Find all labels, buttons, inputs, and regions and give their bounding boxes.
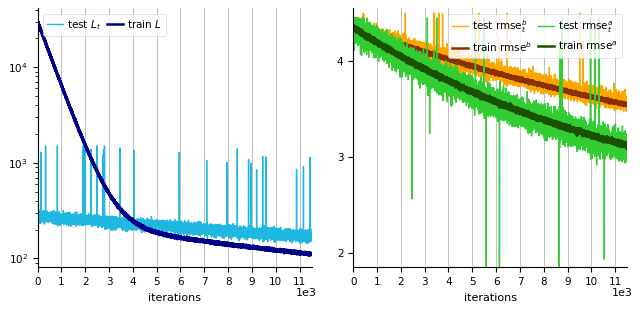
train $L$: [304, 254, 312, 258]
test rmse$^b_t$: [472, 70, 480, 74]
Line: train rmse$^b$: train rmse$^b$: [353, 26, 627, 106]
train $L$: [108, 196, 116, 200]
Line: test $L_t$: test $L_t$: [38, 146, 312, 244]
X-axis label: iterations: iterations: [463, 293, 516, 303]
test $L_t$: [303, 242, 311, 246]
train rmse$^b$: [424, 51, 431, 54]
train rmse$^a$: [617, 141, 625, 144]
test $L_t$: [34, 217, 42, 221]
test $L_t$: [248, 228, 255, 232]
test $L_t$: [65, 216, 73, 220]
test rmse$^a_t$: [472, 103, 480, 107]
train rmse$^a$: [349, 24, 357, 27]
test rmse$^b_t$: [424, 44, 431, 47]
test $L_t$: [35, 144, 42, 148]
train $L$: [34, 18, 42, 22]
train rmse$^b$: [350, 24, 358, 28]
test $L_t$: [308, 232, 316, 236]
train rmse$^a$: [623, 143, 631, 147]
train $L$: [301, 251, 309, 255]
test rmse$^b_t$: [623, 98, 631, 102]
Line: test rmse$^b_t$: test rmse$^b_t$: [353, 13, 627, 112]
Legend: test $L_t$, train $L$: test $L_t$, train $L$: [43, 14, 166, 36]
test rmse$^a_t$: [623, 156, 631, 160]
train $L$: [157, 232, 164, 235]
test $L_t$: [157, 225, 164, 229]
test rmse$^b_t$: [349, 22, 357, 26]
test rmse$^b_t$: [620, 110, 627, 114]
train $L$: [248, 246, 255, 249]
Line: test rmse$^a_t$: test rmse$^a_t$: [353, 18, 627, 267]
train rmse$^a$: [424, 70, 431, 73]
test rmse$^a_t$: [424, 56, 431, 60]
test rmse$^b_t$: [381, 39, 389, 43]
Text: 1e3: 1e3: [296, 288, 317, 298]
test rmse$^a_t$: [424, 56, 431, 59]
test rmse$^a_t$: [563, 118, 571, 122]
test rmse$^b_t$: [617, 99, 625, 102]
train $L$: [308, 252, 316, 255]
test rmse$^b_t$: [563, 91, 571, 95]
test $L_t$: [108, 217, 116, 221]
test $L_t$: [301, 239, 309, 243]
train rmse$^a$: [424, 68, 431, 72]
test rmse$^a_t$: [483, 266, 490, 269]
Text: 1e3: 1e3: [612, 288, 632, 298]
train rmse$^b$: [381, 37, 389, 41]
train rmse$^b$: [623, 104, 631, 107]
train rmse$^a$: [381, 46, 389, 50]
test rmse$^b_t$: [359, 11, 367, 15]
train rmse$^b$: [349, 26, 357, 30]
train rmse$^a$: [623, 147, 630, 151]
train rmse$^b$: [472, 66, 480, 69]
test rmse$^a_t$: [350, 16, 358, 20]
train rmse$^a$: [563, 126, 571, 129]
Line: train rmse$^a$: train rmse$^a$: [353, 26, 627, 149]
train rmse$^b$: [424, 51, 431, 55]
train rmse$^a$: [349, 24, 357, 28]
Legend: test rmse$^b_t$, train rmse$^b$, test rmse$^a_t$, train rmse$^a$: test rmse$^b_t$, train rmse$^b$, test rm…: [448, 14, 622, 58]
train rmse$^b$: [617, 103, 625, 106]
test rmse$^a_t$: [349, 21, 357, 25]
train $L$: [65, 104, 73, 108]
train rmse$^b$: [563, 89, 571, 93]
test $L_t$: [108, 222, 115, 225]
train rmse$^b$: [623, 104, 631, 108]
X-axis label: iterations: iterations: [148, 293, 201, 303]
Line: train $L$: train $L$: [38, 20, 312, 256]
test rmse$^a_t$: [381, 38, 389, 42]
train $L$: [108, 197, 115, 201]
train rmse$^a$: [472, 92, 480, 96]
test rmse$^b_t$: [424, 41, 431, 45]
test rmse$^a_t$: [617, 144, 625, 148]
